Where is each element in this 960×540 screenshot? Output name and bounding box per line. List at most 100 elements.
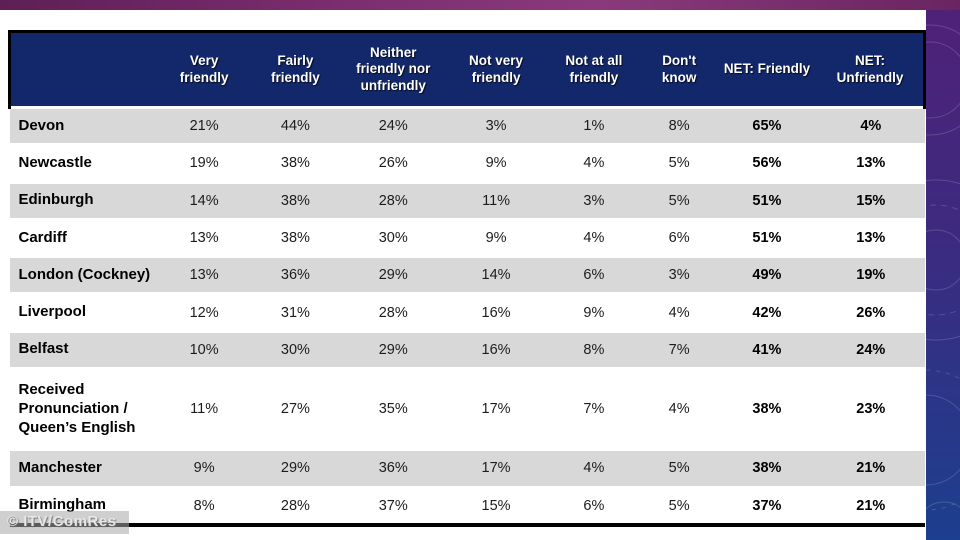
table-cell: 3% [641,256,717,296]
table-row: Belfast 10% 30% 29% 16% 8% 7% 41% 24% [9,331,925,370]
table-cell: 13% [157,219,251,259]
table-cell: 19% [817,256,925,296]
table-cell: 5% [641,487,717,527]
column-header-1: Very friendly [157,30,251,109]
table-cell: 8% [546,331,642,370]
table-row: Liverpool 12% 31% 28% 16% 9% 4% 42% 26% [9,293,925,333]
table-cell: 29% [340,256,446,296]
table-cell: 8% [641,105,717,147]
table-cell: 9% [157,449,251,489]
table-cell: 56% [716,144,818,184]
table-cell: 4% [817,105,925,147]
table-cell: 21% [817,449,925,489]
table-cell: 38% [716,449,818,489]
table-cell: 11% [445,182,547,221]
row-label: Cardiff [9,219,158,259]
table-cell: 8% [157,487,251,527]
table-cell: 23% [817,368,925,452]
top-decor-bar [0,0,960,10]
table-cell: 38% [250,144,341,184]
column-header-4: Not very friendly [445,30,547,109]
table-cell: 4% [641,368,717,452]
table-cell: 37% [716,487,818,527]
table-cell: 30% [250,331,341,370]
table-cell: 14% [157,182,251,221]
table-cell: 4% [641,293,717,333]
table-cell: 5% [641,182,717,221]
table-cell: 16% [445,293,547,333]
table-cell: 9% [445,219,547,259]
table-cell: 51% [716,182,818,221]
accent-friendliness-table: Very friendly Fairly friendly Neither frie… [7,30,927,527]
table-cell: 7% [641,331,717,370]
watermark-badge: © ITV/ComRes [0,511,129,534]
row-label: Devon [9,105,158,147]
table-cell: 9% [546,293,642,333]
table-cell: 3% [546,182,642,221]
table-cell: 12% [157,293,251,333]
table-cell: 24% [340,105,446,147]
table-row: Newcastle 19% 38% 26% 9% 4% 5% 56% 13% [9,144,925,184]
table-cell: 6% [546,487,642,527]
table-cell: 36% [250,256,341,296]
table-cell: 13% [817,219,925,259]
table-row: Edinburgh 14% 38% 28% 11% 3% 5% 51% 15% [9,182,925,221]
table-cell: 7% [546,368,642,452]
table-cell: 17% [445,449,547,489]
table-cell: 11% [157,368,251,452]
column-header-5: Not at all friendly [546,30,642,109]
table-cell: 5% [641,144,717,184]
table-cell: 28% [340,293,446,333]
table-cell: 4% [546,219,642,259]
table-cell: 9% [445,144,547,184]
row-label: Liverpool [9,293,158,333]
table-cell: 49% [716,256,818,296]
table-cell: 38% [250,219,341,259]
column-header-2: Fairly friendly [250,30,341,109]
header-corner-cell [7,30,158,109]
table-row: Manchester 9% 29% 36% 17% 4% 5% 38% 21% [9,449,925,489]
table-cell: 14% [445,256,547,296]
column-header-7: NET: Friendly [716,30,818,109]
row-label: Edinburgh [9,182,158,221]
table-cell: 10% [157,331,251,370]
table-cell: 37% [340,487,446,527]
header-row: Very friendly Fairly friendly Neither frie… [7,30,927,109]
table-cell: 26% [817,293,925,333]
table-cell: 4% [546,449,642,489]
table-cell: 31% [250,293,341,333]
table-cell: 30% [340,219,446,259]
row-label: Manchester [9,449,158,489]
table-cell: 65% [716,105,818,147]
table-cell: 3% [445,105,547,147]
row-label: Received Pronunciation / Queen’s English [9,368,158,452]
table-body: Devon 21% 44% 24% 3% 1% 8% 65% 4% Newcastle 19% 38%… [9,105,925,527]
table-cell: 35% [340,368,446,452]
table-header: Very friendly Fairly friendly Neither frie… [7,30,927,109]
column-header-8: NET: Unfriendly [817,30,927,109]
table-cell: 41% [716,331,818,370]
column-header-3: Neither friendly nor unfriendly [340,30,446,109]
table-cell: 44% [250,105,341,147]
table-row: Received Pronunciation / Queen’s English… [9,368,925,452]
column-header-6: Don't know [641,30,717,109]
table-row: Birmingham 8% 28% 37% 15% 6% 5% 37% 21% [9,487,925,527]
concentric-circles-decor [926,24,960,511]
table-cell: 4% [546,144,642,184]
side-decor-strip [926,10,960,540]
table-cell: 19% [157,144,251,184]
table-panel: Very friendly Fairly friendly Neither frie… [7,30,927,527]
table-cell: 16% [445,331,547,370]
table-cell: 38% [250,182,341,221]
table-cell: 1% [546,105,642,147]
table-row: Cardiff 13% 38% 30% 9% 4% 6% 51% 13% [9,219,925,259]
table-cell: 6% [546,256,642,296]
table-cell: 38% [716,368,818,452]
table-cell: 13% [817,144,925,184]
table-cell: 51% [716,219,818,259]
table-cell: 28% [250,487,341,527]
row-label: Belfast [9,331,158,370]
row-label: Newcastle [9,144,158,184]
table-cell: 6% [641,219,717,259]
table-cell: 13% [157,256,251,296]
